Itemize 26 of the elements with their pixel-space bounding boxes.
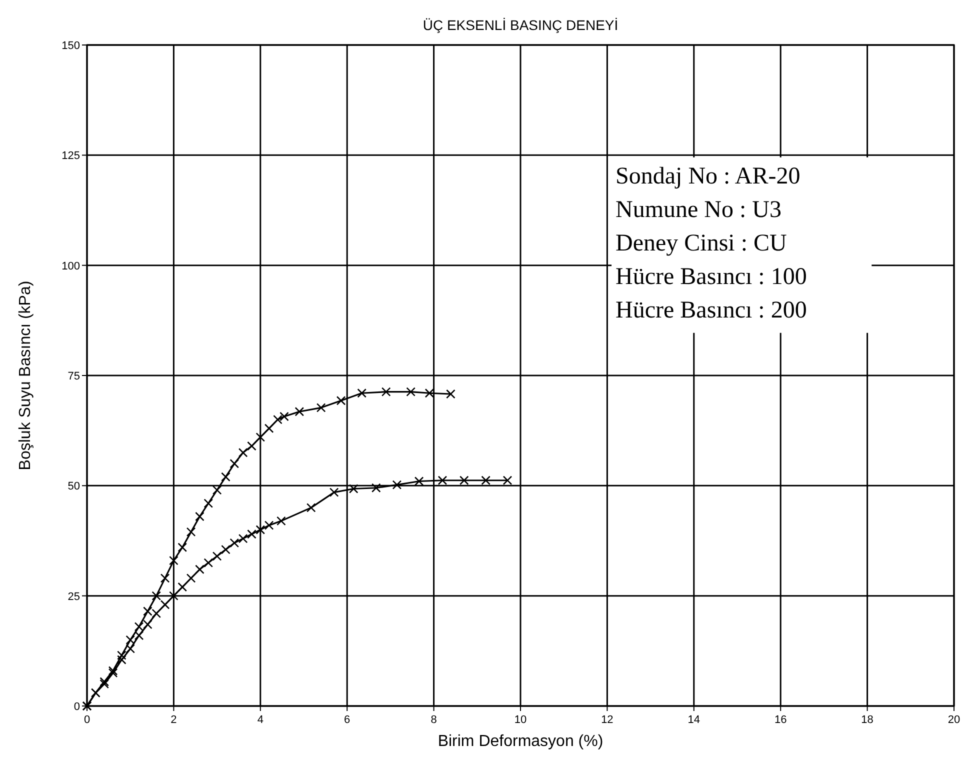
- x-tick-label: 10: [514, 714, 527, 726]
- x-tick-label: 12: [601, 714, 614, 726]
- y-tick-label: 0: [74, 701, 80, 713]
- y-tick-label: 150: [62, 40, 80, 52]
- y-tick-label: 100: [62, 260, 80, 272]
- x-tick-label: 6: [344, 714, 350, 726]
- x-tick-label: 14: [688, 714, 700, 726]
- annotation: Sondaj No : AR-20: [616, 163, 800, 190]
- x-tick-label: 20: [948, 714, 960, 726]
- annotation: Hücre Basıncı : 200: [616, 297, 807, 324]
- x-tick-label: 8: [430, 714, 437, 726]
- annotation: Deney Cinsi : CU: [616, 230, 787, 256]
- y-axis-title: Boşluk Suyu Basıncı (kPa): [17, 280, 34, 470]
- x-axis-title: Birim Deformasyon (%): [438, 733, 604, 750]
- chart-title: ÜÇ EKSENLİ BASINÇ DENEYİ: [422, 17, 618, 33]
- y-tick-label: 125: [62, 150, 80, 162]
- y-tick-label: 50: [68, 480, 80, 493]
- x-tick-label: 16: [774, 714, 787, 726]
- annotation: Hücre Basıncı : 100: [616, 264, 807, 290]
- y-tick-label: 25: [68, 590, 80, 603]
- y-tick-label: 75: [68, 370, 80, 382]
- annotation: Numune No : U3: [616, 196, 782, 223]
- x-tick-label: 18: [861, 714, 874, 726]
- x-tick-label: 2: [170, 714, 177, 726]
- x-tick-label: 4: [257, 714, 264, 726]
- x-tick-label: 0: [84, 714, 90, 726]
